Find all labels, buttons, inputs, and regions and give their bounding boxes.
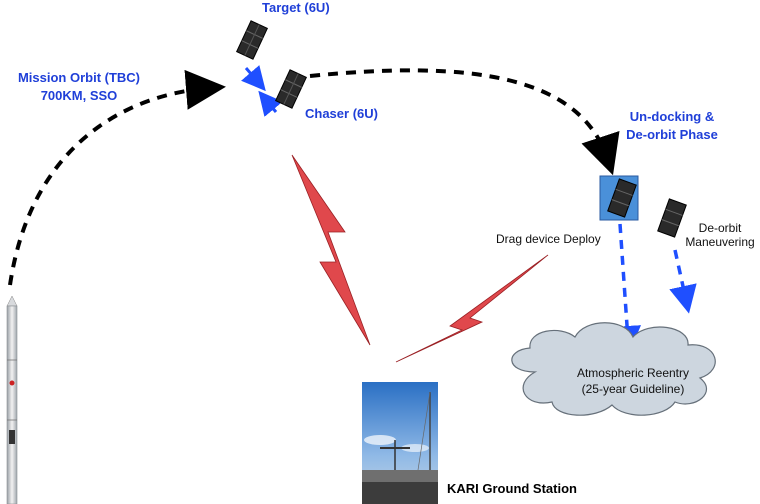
ground-station-photo	[362, 382, 438, 504]
undocking-line1: Un-docking &	[629, 109, 715, 124]
reentry-line1: Atmospheric Reentry	[576, 366, 690, 380]
mission-orbit-line2: 700KM, SSO	[40, 88, 118, 103]
drag-device-label: Drag device Deploy	[496, 232, 601, 246]
undocking-trajectory-arrow	[309, 68, 620, 176]
drag-device-satellite-icon	[607, 178, 637, 218]
undocking-label: Un-docking & De-orbit Phase	[612, 109, 732, 142]
lightning-signal-right	[395, 254, 549, 363]
deorbit-label: De-orbit Maneuvering	[680, 221, 760, 249]
mission-orbit-label: Mission Orbit (TBC) 700KM, SSO	[4, 70, 154, 103]
deorbit-line2: Maneuvering	[685, 235, 755, 249]
approach-arrow-down	[241, 65, 266, 92]
deorbit-satellite-icon	[657, 198, 687, 238]
lightning-signal-left	[291, 154, 371, 346]
rocket-icon	[6, 295, 18, 504]
reentry-cloud	[511, 322, 716, 416]
mission-orbit-line1: Mission Orbit (TBC)	[17, 70, 141, 85]
target-label: Target (6U)	[262, 0, 330, 15]
reentry-label: Atmospheric Reentry (25-year Guideline)	[548, 366, 718, 396]
reentry-arrow-deorbit	[669, 249, 697, 314]
chaser-label: Chaser (6U)	[305, 106, 378, 121]
target-satellite-icon	[235, 20, 269, 60]
ground-station-label: KARI Ground Station	[447, 481, 577, 496]
reentry-line2: (25-year Guideline)	[581, 382, 685, 396]
undocking-line2: De-orbit Phase	[626, 127, 718, 142]
reentry-arrow-drag	[613, 223, 642, 354]
chaser-satellite-icon	[274, 69, 308, 109]
approach-arrow-up	[258, 90, 283, 117]
launch-trajectory-arrow	[8, 69, 226, 286]
deorbit-line1: De-orbit	[698, 221, 742, 235]
